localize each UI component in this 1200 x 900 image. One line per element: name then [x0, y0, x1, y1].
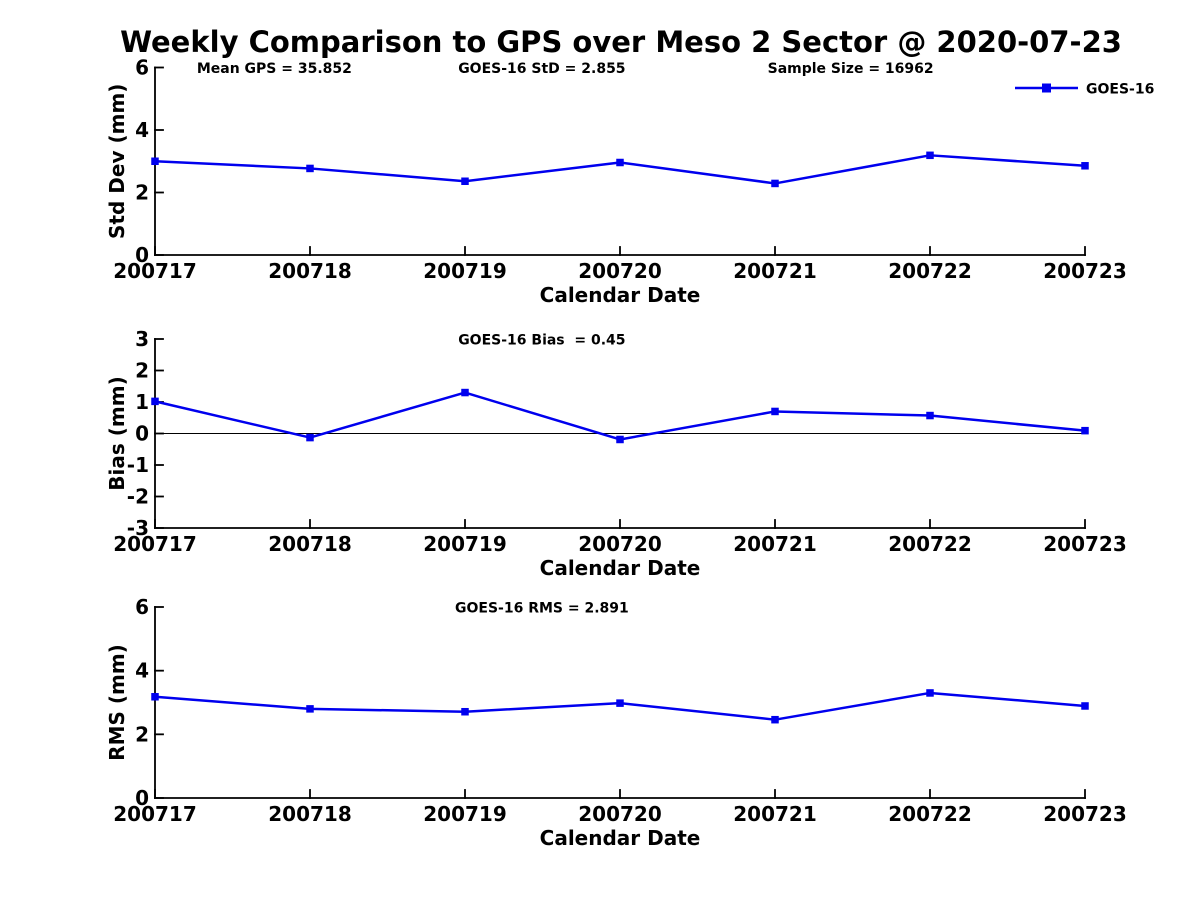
- stat-annotation: Sample Size = 16962: [768, 61, 934, 77]
- subplot-std-dev: 0 2 4 6 200717 200718 200719 200720 200721 200722…: [105, 56, 1127, 308]
- data-point-marker: [771, 715, 779, 724]
- y-tick-label: 6: [135, 595, 149, 619]
- y-tick-label: 3: [135, 327, 149, 351]
- y-tick-label: -2: [127, 485, 149, 509]
- y-tick-label: -1: [127, 453, 149, 477]
- data-point-marker: [616, 699, 624, 707]
- data-point-marker: [306, 705, 314, 713]
- data-point-marker: [926, 411, 934, 420]
- y-tick-label: 4: [135, 118, 149, 142]
- figure-title: Weekly Comparison to GPS over Meso 2 Sec…: [120, 25, 1122, 59]
- x-tick-label: 200720: [578, 532, 662, 556]
- stat-annotation: GOES-16 Bias = 0.45: [458, 333, 625, 349]
- subplots: 0 2 4 6 200717 200718 200719 200720 200721 200722…: [105, 56, 1127, 851]
- data-point-marker: [461, 707, 469, 716]
- y-tick-label: 0: [135, 243, 149, 267]
- y-tick-label: 4: [135, 659, 149, 683]
- y-tick-label: -3: [127, 516, 149, 540]
- data-point-marker: [306, 164, 314, 173]
- legend-square-marker-icon: [1042, 83, 1051, 93]
- stat-annotation: GOES-16 StD = 2.855: [458, 61, 625, 77]
- data-point-marker: [1081, 162, 1089, 170]
- x-tick-label: 200722: [888, 802, 972, 826]
- x-tick-label: 200722: [888, 532, 972, 556]
- y-axis-label: RMS (mm): [105, 644, 129, 761]
- data-point-marker: [616, 158, 624, 167]
- legend-label: GOES-16: [1086, 82, 1154, 98]
- stat-annotation: GOES-16 RMS = 2.891: [455, 601, 629, 617]
- x-tick-label: 200720: [578, 259, 662, 283]
- series-line-goes-16: [154, 391, 1086, 441]
- data-point-marker: [1081, 426, 1089, 435]
- data-point-marker: [151, 397, 159, 406]
- x-tick-label: 200718: [268, 259, 352, 283]
- x-tick-label: 200718: [268, 802, 352, 826]
- x-tick-label: 200717: [113, 802, 197, 826]
- y-axis-label: Std Dev (mm): [105, 84, 129, 239]
- x-tick-label: 200721: [733, 532, 817, 556]
- data-point-marker: [306, 433, 314, 442]
- x-tick-label: 200719: [423, 532, 507, 556]
- data-point-marker: [1081, 702, 1089, 710]
- x-tick-label: 200723: [1043, 259, 1127, 283]
- y-tick-label: 2: [135, 722, 149, 746]
- y-tick-label: 2: [135, 359, 149, 383]
- y-tick-label: 0: [135, 422, 149, 446]
- x-tick-label: 200721: [733, 802, 817, 826]
- stat-annotation: Mean GPS = 35.852: [197, 61, 352, 77]
- x-tick-label: 200721: [733, 259, 817, 283]
- x-tick-label: 200717: [113, 532, 197, 556]
- x-tick-label: 200718: [268, 532, 352, 556]
- x-tick-label: 200720: [578, 802, 662, 826]
- subplot-rms: 0 2 4 6 200717 200718 200719 200720 200721 200722…: [105, 595, 1127, 850]
- y-tick-label: 2: [135, 181, 149, 205]
- x-tick-label: 200719: [423, 259, 507, 283]
- data-point-marker: [151, 157, 159, 165]
- data-point-marker: [151, 693, 159, 701]
- data-point-marker: [616, 435, 624, 444]
- data-point-marker: [771, 407, 779, 416]
- y-tick-label: 6: [135, 56, 149, 80]
- y-tick-label: 1: [135, 390, 149, 414]
- data-point-marker: [926, 689, 934, 697]
- data-point-marker: [461, 177, 469, 185]
- x-tick-label: 200723: [1043, 802, 1127, 826]
- x-tick-label: 200723: [1043, 532, 1127, 556]
- y-tick-label: 0: [135, 786, 149, 810]
- x-tick-label: 200719: [423, 802, 507, 826]
- x-axis-label: Calendar Date: [540, 283, 701, 307]
- data-point-marker: [926, 151, 934, 160]
- legend: GOES-16: [1015, 82, 1154, 98]
- x-axis-label: Calendar Date: [540, 826, 701, 850]
- x-tick-label: 200717: [113, 259, 197, 283]
- x-axis-label: Calendar Date: [540, 556, 701, 580]
- y-axis-label: Bias (mm): [105, 376, 129, 490]
- data-point-marker: [461, 388, 469, 397]
- data-point-marker: [771, 179, 779, 188]
- x-tick-label: 200722: [888, 259, 972, 283]
